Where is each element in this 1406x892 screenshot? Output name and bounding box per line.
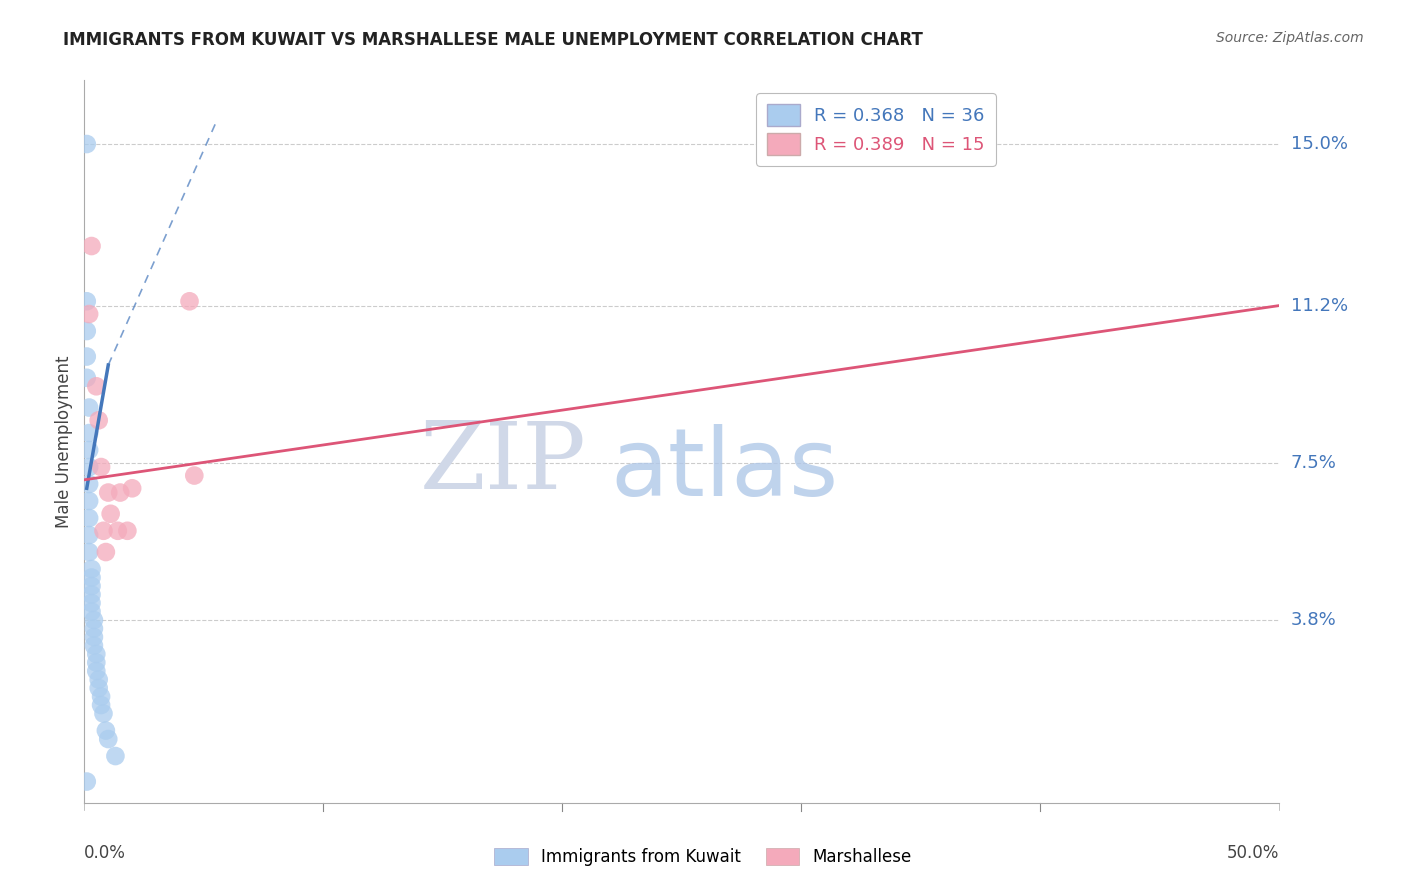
Point [100, 507, 122, 521]
Y-axis label: Male Unemployment: Male Unemployment [55, 355, 73, 528]
Point [183, 468, 205, 483]
Point [80, 562, 103, 576]
Point [87, 681, 110, 695]
Point [76, 371, 98, 385]
Text: 7.5%: 7.5% [1291, 454, 1337, 472]
Point [83, 639, 105, 653]
Point [80, 605, 103, 619]
Point [107, 524, 129, 538]
Point [87, 413, 110, 427]
Point [77, 494, 100, 508]
Point [87, 673, 110, 687]
Text: 0.0%: 0.0% [84, 845, 127, 863]
Point [80, 596, 103, 610]
Point [86, 664, 108, 678]
Point [83, 613, 105, 627]
Text: 15.0%: 15.0% [1291, 135, 1347, 153]
Point [77, 511, 100, 525]
Text: IMMIGRANTS FROM KUWAIT VS MARSHALLESE MALE UNEMPLOYMENT CORRELATION CHART: IMMIGRANTS FROM KUWAIT VS MARSHALLESE MA… [63, 31, 924, 49]
Point [77, 401, 100, 415]
Point [80, 239, 103, 253]
Point [80, 588, 103, 602]
Text: 3.8%: 3.8% [1291, 611, 1336, 629]
Point [77, 307, 100, 321]
Point [77, 443, 100, 458]
Point [93, 706, 115, 721]
Point [121, 481, 143, 495]
Text: 11.2%: 11.2% [1291, 296, 1348, 315]
Legend: R = 0.368   N = 36, R = 0.389   N = 15: R = 0.368 N = 36, R = 0.389 N = 15 [756, 93, 995, 166]
Point [80, 570, 103, 584]
Point [90, 690, 112, 704]
Point [86, 656, 108, 670]
Point [77, 477, 100, 491]
Point [77, 460, 100, 475]
Point [83, 630, 105, 644]
Point [77, 545, 100, 559]
Point [97, 485, 120, 500]
Point [94, 723, 117, 738]
Point [117, 524, 139, 538]
Point [83, 622, 105, 636]
Point [104, 749, 127, 764]
Point [76, 136, 98, 151]
Point [179, 294, 201, 309]
Point [86, 647, 108, 661]
Point [94, 545, 117, 559]
Text: ZIP: ZIP [419, 418, 586, 508]
Point [90, 460, 112, 475]
Point [86, 379, 108, 393]
Point [97, 732, 120, 747]
Point [93, 524, 115, 538]
Text: 50.0%: 50.0% [1227, 845, 1279, 863]
Point [76, 324, 98, 338]
Point [77, 425, 100, 440]
Text: atlas: atlas [610, 425, 838, 516]
Point [77, 528, 100, 542]
Text: Source: ZipAtlas.com: Source: ZipAtlas.com [1216, 31, 1364, 45]
Point [76, 774, 98, 789]
Point [90, 698, 112, 712]
Point [76, 350, 98, 364]
Legend: Immigrants from Kuwait, Marshallese: Immigrants from Kuwait, Marshallese [488, 841, 918, 873]
Point [110, 485, 132, 500]
Point [80, 579, 103, 593]
Point [76, 294, 98, 309]
